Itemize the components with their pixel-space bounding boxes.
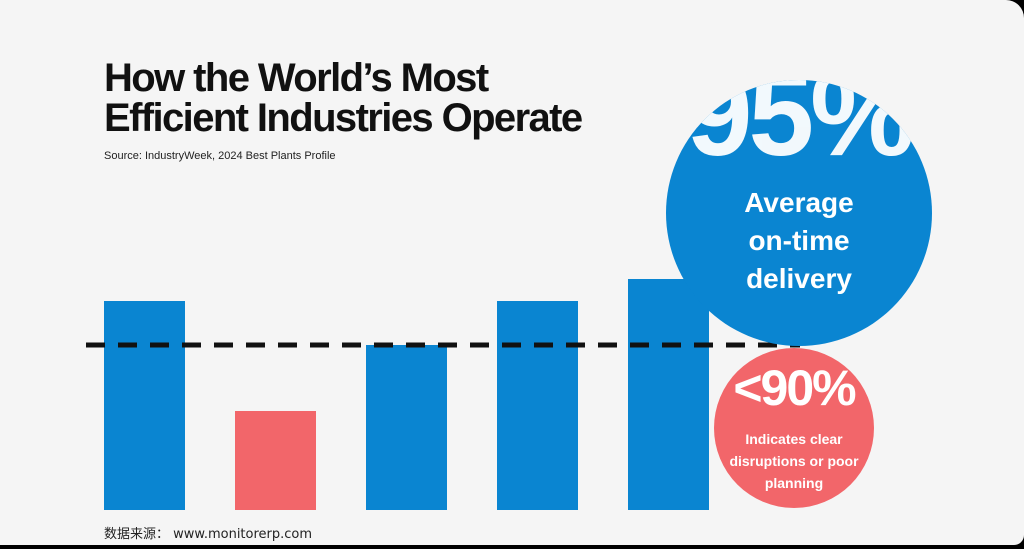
bar-1 bbox=[104, 301, 185, 510]
threshold-value: <90% bbox=[733, 360, 856, 416]
title-line-1: How the World’s Most bbox=[104, 56, 489, 100]
source-note: Source: IndustryWeek, 2024 Best Plants P… bbox=[104, 150, 336, 162]
title-line-2: Efficient Industries Operate bbox=[104, 96, 583, 140]
footer-source: 数据来源： www.monitorerp.com bbox=[104, 527, 313, 542]
threshold-label-line-2: disruptions or poor bbox=[729, 453, 859, 469]
threshold-label-line-1: Indicates clear bbox=[745, 431, 843, 447]
bar-3 bbox=[366, 345, 447, 510]
bar-5 bbox=[628, 279, 709, 510]
average-delivery-value: 95% bbox=[686, 80, 915, 181]
bar-4 bbox=[497, 301, 578, 510]
average-delivery-label-line-2: on-time bbox=[748, 225, 850, 256]
threshold-label: Indicates clear disruptions or poor plan… bbox=[722, 428, 866, 494]
average-delivery-label-line-1: Average bbox=[744, 187, 854, 218]
bar-2 bbox=[235, 411, 316, 510]
threshold-callout: <90% Indicates clear disruptions or poor… bbox=[714, 348, 874, 508]
chart-title: How the World’s Most Efficient Industrie… bbox=[104, 58, 704, 138]
average-delivery-label-line-3: delivery bbox=[746, 263, 852, 294]
threshold-label-line-3: planning bbox=[764, 475, 824, 491]
average-delivery-label: Average on-time delivery bbox=[666, 184, 932, 298]
average-delivery-callout: 95% Average on-time delivery bbox=[666, 80, 932, 346]
